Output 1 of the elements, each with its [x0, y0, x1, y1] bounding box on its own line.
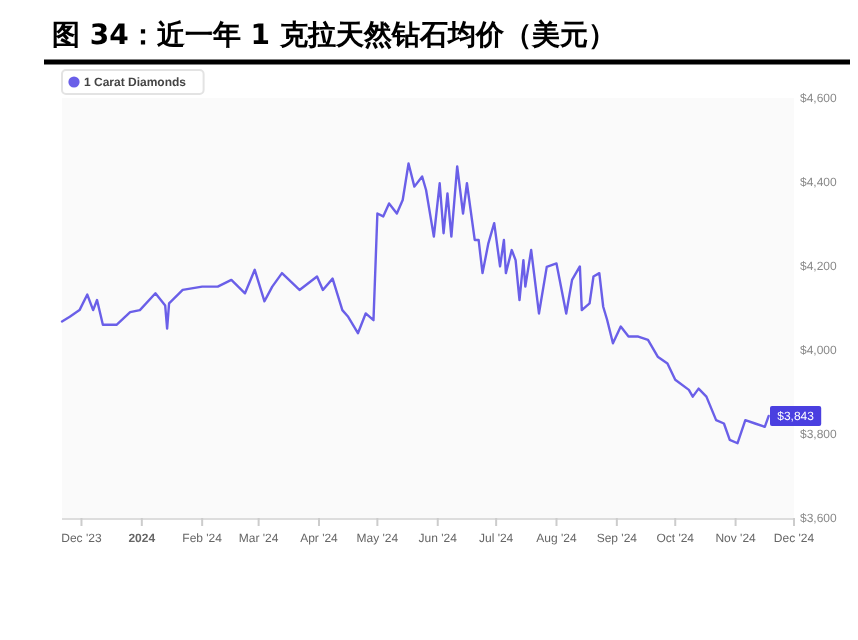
- chart-title: 图 34：近一年 1 克拉天然钻石均价（美元）: [52, 18, 616, 52]
